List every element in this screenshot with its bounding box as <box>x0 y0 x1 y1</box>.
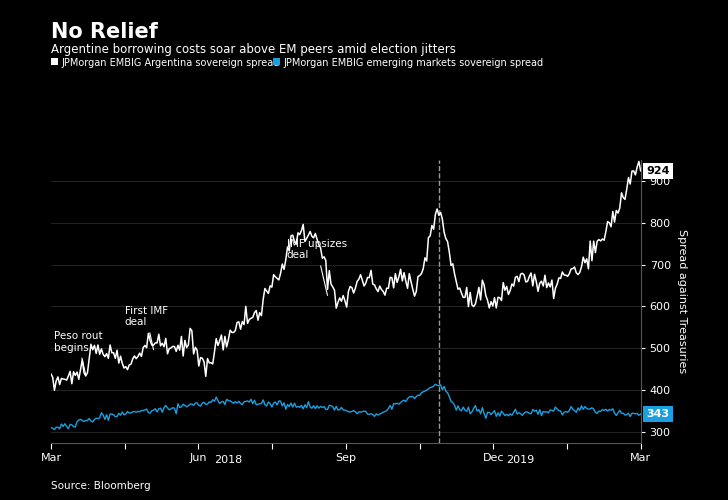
Text: 924: 924 <box>646 166 670 176</box>
Text: 2018: 2018 <box>214 456 242 466</box>
Text: 343: 343 <box>646 409 669 419</box>
Text: Peso rout
begins: Peso rout begins <box>54 331 103 375</box>
Text: Argentine borrowing costs soar above EM peers amid election jitters: Argentine borrowing costs soar above EM … <box>51 42 456 56</box>
Text: First IMF
deal: First IMF deal <box>124 306 167 350</box>
Text: JPMorgan EMBIG emerging markets sovereign spread: JPMorgan EMBIG emerging markets sovereig… <box>284 58 544 68</box>
Y-axis label: Spread against Treasuries: Spread against Treasuries <box>678 229 687 374</box>
Text: Source: Bloomberg: Source: Bloomberg <box>51 481 151 491</box>
Text: IMF upsizes
deal: IMF upsizes deal <box>287 239 347 296</box>
Text: 2019: 2019 <box>506 456 534 466</box>
Text: No Relief: No Relief <box>51 22 158 42</box>
Text: JPMorgan EMBIG Argentina sovereign spread: JPMorgan EMBIG Argentina sovereign sprea… <box>62 58 280 68</box>
